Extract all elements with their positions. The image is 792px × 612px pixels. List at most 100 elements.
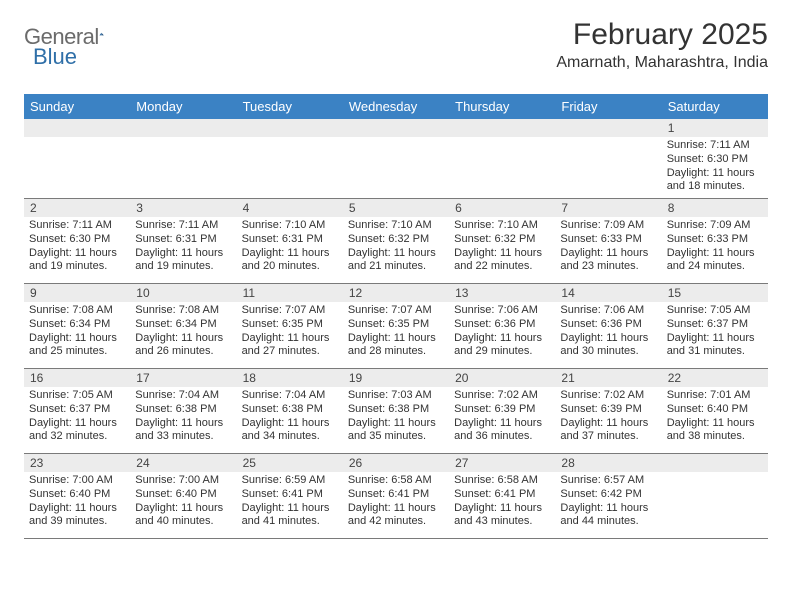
day-cell: 4Sunrise: 7:10 AMSunset: 6:31 PMDaylight…: [237, 199, 343, 283]
day-day1: Daylight: 11 hours: [135, 417, 231, 431]
title-block: February 2025 Amarnath, Maharashtra, Ind…: [556, 18, 768, 72]
day-body: Sunrise: 6:58 AMSunset: 6:41 PMDaylight:…: [343, 472, 449, 533]
day-cell: 19Sunrise: 7:03 AMSunset: 6:38 PMDayligh…: [343, 369, 449, 453]
day-sunset: Sunset: 6:34 PM: [135, 318, 231, 332]
day-day2: and 27 minutes.: [242, 345, 338, 359]
day-body: Sunrise: 7:05 AMSunset: 6:37 PMDaylight:…: [24, 387, 130, 448]
month-title: February 2025: [556, 18, 768, 52]
day-sunset: Sunset: 6:37 PM: [29, 403, 125, 417]
day-day2: and 24 minutes.: [667, 260, 763, 274]
day-day1: Daylight: 11 hours: [560, 247, 656, 261]
day-sunset: Sunset: 6:32 PM: [348, 233, 444, 247]
day-day2: and 18 minutes.: [667, 180, 763, 194]
day-cell: 25Sunrise: 6:59 AMSunset: 6:41 PMDayligh…: [237, 454, 343, 538]
day-cell: .: [555, 119, 661, 198]
day-sunset: Sunset: 6:34 PM: [29, 318, 125, 332]
day-number: 24: [130, 454, 236, 472]
day-day1: Daylight: 11 hours: [348, 247, 444, 261]
day-day2: and 42 minutes.: [348, 515, 444, 529]
day-number: 3: [130, 199, 236, 217]
day-body: Sunrise: 7:00 AMSunset: 6:40 PMDaylight:…: [130, 472, 236, 533]
day-sunrise: Sunrise: 7:06 AM: [560, 304, 656, 318]
day-number: 11: [237, 284, 343, 302]
day-sunset: Sunset: 6:39 PM: [454, 403, 550, 417]
day-number: 6: [449, 199, 555, 217]
day-sunrise: Sunrise: 7:06 AM: [454, 304, 550, 318]
day-sunrise: Sunrise: 7:01 AM: [667, 389, 763, 403]
weekday-header: Thursday: [449, 94, 555, 119]
day-sunrise: Sunrise: 7:02 AM: [560, 389, 656, 403]
day-day2: and 33 minutes.: [135, 430, 231, 444]
day-cell: 6Sunrise: 7:10 AMSunset: 6:32 PMDaylight…: [449, 199, 555, 283]
day-number: 9: [24, 284, 130, 302]
day-sunrise: Sunrise: 7:10 AM: [242, 219, 338, 233]
logo-text-blue-wrap: Blue: [34, 44, 77, 70]
day-body: Sunrise: 7:10 AMSunset: 6:31 PMDaylight:…: [237, 217, 343, 278]
day-cell: 15Sunrise: 7:05 AMSunset: 6:37 PMDayligh…: [662, 284, 768, 368]
day-sunset: Sunset: 6:41 PM: [454, 488, 550, 502]
day-number: .: [662, 454, 768, 472]
day-number: .: [449, 119, 555, 137]
day-sunrise: Sunrise: 7:02 AM: [454, 389, 550, 403]
day-number: 8: [662, 199, 768, 217]
day-sunrise: Sunrise: 7:05 AM: [29, 389, 125, 403]
day-sunrise: Sunrise: 7:07 AM: [242, 304, 338, 318]
day-day2: and 20 minutes.: [242, 260, 338, 274]
week-row: 23Sunrise: 7:00 AMSunset: 6:40 PMDayligh…: [24, 454, 768, 539]
day-cell: 8Sunrise: 7:09 AMSunset: 6:33 PMDaylight…: [662, 199, 768, 283]
day-number: 16: [24, 369, 130, 387]
day-body: Sunrise: 7:06 AMSunset: 6:36 PMDaylight:…: [449, 302, 555, 363]
day-sunrise: Sunrise: 6:59 AM: [242, 474, 338, 488]
weekday-header: Sunday: [24, 94, 130, 119]
day-sunrise: Sunrise: 6:57 AM: [560, 474, 656, 488]
day-cell: 14Sunrise: 7:06 AMSunset: 6:36 PMDayligh…: [555, 284, 661, 368]
day-cell: .: [130, 119, 236, 198]
day-cell: 3Sunrise: 7:11 AMSunset: 6:31 PMDaylight…: [130, 199, 236, 283]
day-sunset: Sunset: 6:38 PM: [135, 403, 231, 417]
day-sunset: Sunset: 6:31 PM: [135, 233, 231, 247]
day-cell: 22Sunrise: 7:01 AMSunset: 6:40 PMDayligh…: [662, 369, 768, 453]
day-body: Sunrise: 6:57 AMSunset: 6:42 PMDaylight:…: [555, 472, 661, 533]
day-day2: and 37 minutes.: [560, 430, 656, 444]
day-body: Sunrise: 7:02 AMSunset: 6:39 PMDaylight:…: [555, 387, 661, 448]
day-sunrise: Sunrise: 7:11 AM: [29, 219, 125, 233]
day-day1: Daylight: 11 hours: [29, 247, 125, 261]
day-body: Sunrise: 7:04 AMSunset: 6:38 PMDaylight:…: [237, 387, 343, 448]
day-sunrise: Sunrise: 7:07 AM: [348, 304, 444, 318]
day-day2: and 40 minutes.: [135, 515, 231, 529]
day-body: Sunrise: 7:08 AMSunset: 6:34 PMDaylight:…: [24, 302, 130, 363]
day-cell: .: [343, 119, 449, 198]
day-sunrise: Sunrise: 7:04 AM: [242, 389, 338, 403]
day-day2: and 32 minutes.: [29, 430, 125, 444]
logo-sail-icon: [99, 25, 104, 43]
weekday-header: Tuesday: [237, 94, 343, 119]
day-sunrise: Sunrise: 7:09 AM: [667, 219, 763, 233]
day-body: Sunrise: 7:02 AMSunset: 6:39 PMDaylight:…: [449, 387, 555, 448]
day-body: Sunrise: 7:07 AMSunset: 6:35 PMDaylight:…: [343, 302, 449, 363]
day-sunset: Sunset: 6:40 PM: [29, 488, 125, 502]
day-day1: Daylight: 11 hours: [560, 502, 656, 516]
day-number: 20: [449, 369, 555, 387]
day-body: Sunrise: 6:58 AMSunset: 6:41 PMDaylight:…: [449, 472, 555, 533]
day-cell: 1Sunrise: 7:11 AMSunset: 6:30 PMDaylight…: [662, 119, 768, 198]
day-number: 23: [24, 454, 130, 472]
day-sunrise: Sunrise: 7:10 AM: [348, 219, 444, 233]
day-number: 1: [662, 119, 768, 137]
day-cell: .: [24, 119, 130, 198]
day-day2: and 19 minutes.: [29, 260, 125, 274]
day-number: .: [343, 119, 449, 137]
day-sunset: Sunset: 6:36 PM: [560, 318, 656, 332]
day-cell: 24Sunrise: 7:00 AMSunset: 6:40 PMDayligh…: [130, 454, 236, 538]
day-day2: and 31 minutes.: [667, 345, 763, 359]
day-number: .: [237, 119, 343, 137]
day-body: Sunrise: 7:05 AMSunset: 6:37 PMDaylight:…: [662, 302, 768, 363]
day-day2: and 29 minutes.: [454, 345, 550, 359]
day-sunset: Sunset: 6:41 PM: [348, 488, 444, 502]
day-body: Sunrise: 7:04 AMSunset: 6:38 PMDaylight:…: [130, 387, 236, 448]
day-sunrise: Sunrise: 7:11 AM: [135, 219, 231, 233]
day-sunset: Sunset: 6:35 PM: [348, 318, 444, 332]
day-sunset: Sunset: 6:35 PM: [242, 318, 338, 332]
day-number: 18: [237, 369, 343, 387]
weeks-container: ......1Sunrise: 7:11 AMSunset: 6:30 PMDa…: [24, 119, 768, 539]
day-sunset: Sunset: 6:38 PM: [242, 403, 338, 417]
